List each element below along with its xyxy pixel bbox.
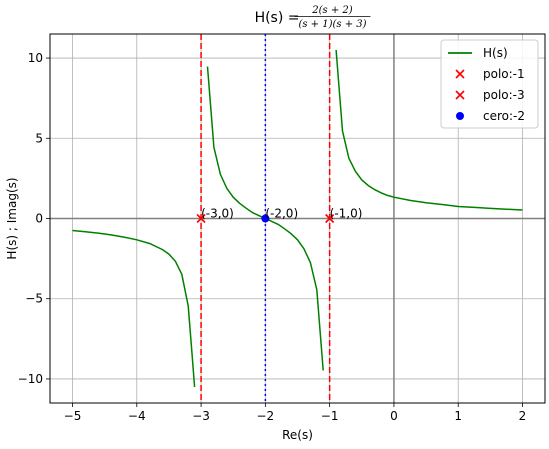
x-tick-label: −1	[321, 409, 339, 423]
chart-title: H(s) = 2(s + 2) (s + 1)(s + 3)	[255, 5, 371, 30]
reference-lines	[50, 34, 545, 403]
title-numerator: 2(s + 2)	[311, 5, 352, 16]
y-tick-label: −10	[18, 372, 43, 386]
legend-label: cero:-2	[483, 109, 525, 123]
annotations: (-1,0) (-3,0) (-2,0)	[201, 207, 362, 221]
point-annotation: (-2,0)	[265, 207, 298, 221]
x-tick-label: −3	[192, 409, 210, 423]
y-axis-label: H(s) ; Imag(s)	[5, 177, 19, 259]
legend-entry: polo:-3	[455, 88, 525, 102]
pole-marker-stroke	[325, 213, 335, 224]
pole-marker-stroke	[455, 90, 465, 100]
y-tick-label: 5	[35, 131, 43, 145]
legend: H(s) polo:-1 polo:-3 cero:-2	[440, 39, 539, 129]
zero-marker	[261, 214, 270, 223]
pole-marker	[196, 213, 206, 224]
legend-box	[440, 39, 539, 129]
pole-marker-stroke	[455, 69, 465, 79]
y-tick-label: 0	[35, 212, 43, 226]
legend-entry: cero:-2	[456, 109, 525, 123]
x-tick-label: −4	[128, 409, 146, 423]
x-tick-label: 2	[519, 409, 527, 423]
series-line-segment	[72, 229, 196, 388]
pole-marker-stroke	[196, 213, 206, 224]
series-line-segment	[335, 49, 523, 211]
legend-label: polo:-3	[483, 88, 525, 102]
x-tick-label: 0	[390, 409, 398, 423]
pole-marker	[325, 213, 335, 224]
point-annotation: (-3,0)	[201, 207, 234, 221]
y-tick-label: 10	[28, 51, 43, 65]
legend-label: H(s)	[483, 46, 508, 60]
title-denominator: (s + 1)(s + 3)	[298, 19, 366, 30]
legend-pole-swatch	[455, 90, 465, 100]
pole-zero-markers	[196, 213, 335, 224]
point-annotation: (-1,0)	[330, 207, 363, 221]
x-tick-label: −5	[64, 409, 82, 423]
legend-zero-swatch	[456, 112, 464, 120]
legend-entry: H(s)	[448, 46, 508, 60]
legend-pole-swatch	[455, 69, 465, 79]
x-tick-label: 1	[454, 409, 462, 423]
x-tick-label: −2	[257, 409, 275, 423]
title-prefix: H(s) =	[255, 10, 300, 26]
x-axis-label: Re(s)	[282, 428, 313, 442]
y-tick-label: −5	[25, 292, 43, 306]
legend-label: polo:-1	[483, 67, 525, 81]
legend-entry: polo:-1	[455, 67, 525, 81]
